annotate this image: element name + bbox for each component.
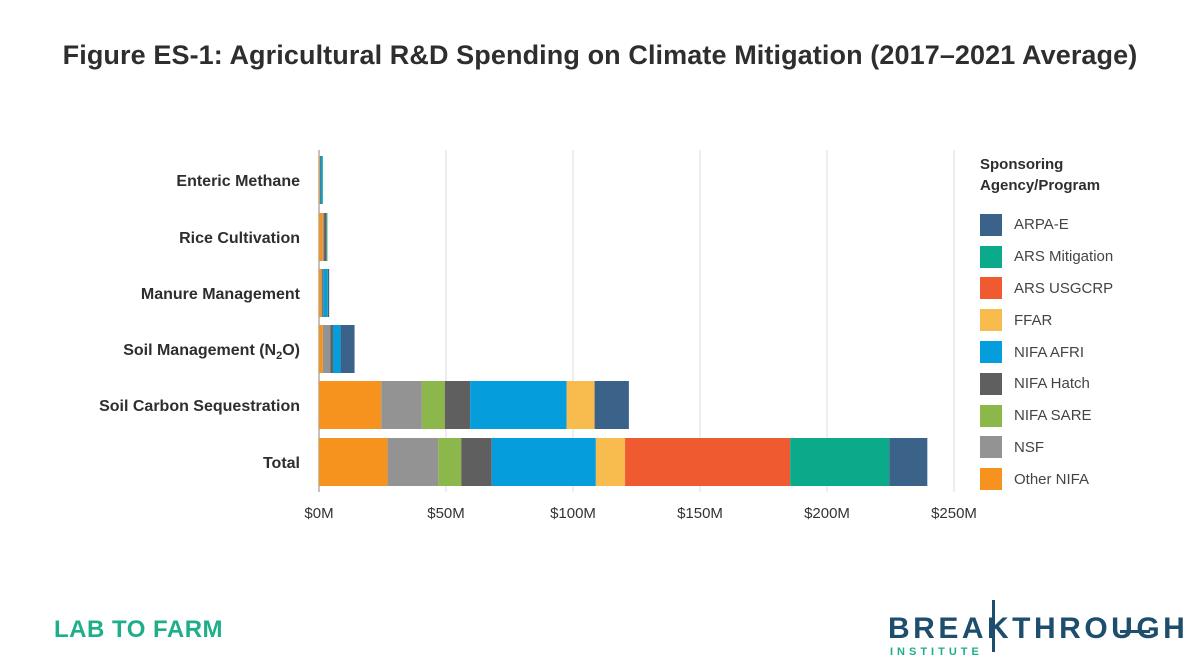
legend-item-nsf: NSF (980, 432, 1113, 464)
legend-label-ars-mitigation: ARS Mitigation (1014, 248, 1114, 266)
legend-swatch-ars-mitigation (980, 245, 1002, 268)
bar-enteric-methane-nifa-hatch (320, 156, 322, 204)
bar-manure-management-other-nifa (319, 269, 322, 317)
bar-soil-management-n2o-arpa-e (340, 325, 355, 373)
bar-soil-carbon-sequestration-nifa-afri (470, 381, 567, 429)
bar-total-arpa-e (889, 438, 928, 486)
bar-total-nifa-sare (438, 438, 462, 486)
bar-soil-carbon-sequestration-nsf (381, 381, 422, 429)
logo-subtext: INSTITUTE (890, 646, 983, 658)
x-tick-label-150m: $150M (677, 505, 723, 522)
bar-enteric-methane-ars-mitigation (322, 156, 323, 204)
bar-manure-management-arpa-e (327, 269, 330, 317)
bar-rice-cultivation-other-nifa (319, 213, 323, 261)
legend-item-nifa-hatch: NIFA Hatch (980, 368, 1113, 400)
breakthrough-institute-logo: BREAKTHROUGH INSTITUTE (884, 596, 1185, 660)
legend-title: Sponsoring Agency/Program (980, 156, 1101, 194)
bar-soil-management-n2o-other-nifa (319, 325, 323, 373)
legend-item-ars-usgcrp: ARS USGCRP (980, 273, 1113, 305)
legend-swatch-nsf (980, 436, 1002, 459)
x-axis-ticks: $0M $50M $100M $150M $200M $250M (304, 505, 977, 522)
bar-manure-management-nsf (321, 269, 323, 317)
legend-item-ffar: FFAR (980, 304, 1113, 336)
x-tick-label-50m: $50M (427, 505, 465, 522)
bar-total-ars-mitigation (790, 438, 890, 486)
legend-swatch-nifa-hatch (980, 372, 1002, 395)
legend-item-nifa-sare: NIFA SARE (980, 400, 1113, 432)
bar-rice-cultivation-nifa-afri (326, 213, 328, 261)
legend-item-other-nifa: Other NIFA (980, 463, 1113, 495)
bar-rice-cultivation-nsf (322, 213, 325, 261)
legend-label-nifa-afri: NIFA AFRI (1014, 343, 1085, 361)
legend-label-ffar: FFAR (1014, 311, 1053, 329)
legend-label-nsf: NSF (1014, 438, 1044, 456)
category-label-enteric-methane: Enteric Methane (176, 173, 300, 190)
bar-rice-cultivation-ffar (327, 213, 328, 261)
bar-soil-carbon-sequestration-arpa-e (594, 381, 629, 429)
legend: ARPA-E ARS Mitigation ARS USGCRP FFAR NIFA A… (980, 209, 1113, 495)
legend-swatch-nifa-afri (980, 341, 1002, 364)
bar-manure-management-nifa-afri (323, 269, 328, 317)
bar-total-nifa-hatch (461, 438, 492, 486)
x-tick-label-0m: $0M (304, 505, 333, 522)
bar-rice-cultivation-nifa-hatch (324, 213, 327, 261)
bar-soil-carbon-sequestration-ffar (566, 381, 595, 429)
legend-swatch-ffar (980, 309, 1002, 332)
bar-enteric-methane-other-nifa (319, 156, 320, 204)
bar-soil-management-n2o-nifa-afri (332, 325, 341, 373)
chart-title: Figure ES-1: Agricultural R&D Spending o… (62, 40, 1138, 70)
bar-total-other-nifa (319, 438, 388, 486)
legend-swatch-nifa-sare (980, 404, 1002, 427)
legend-label-ars-usgcrp: ARS USGCRP (1014, 279, 1114, 297)
bar-soil-carbon-sequestration-nifa-sare (421, 381, 445, 429)
bar-enteric-methane-nifa-afri (320, 156, 323, 204)
logo-top-rule (992, 600, 995, 652)
x-tick-label-200m: $200M (804, 505, 850, 522)
bars (319, 156, 928, 486)
legend-label-nifa-sare: NIFA SARE (1014, 407, 1092, 425)
lab-to-farm-label: LAB TO FARM (54, 616, 224, 643)
legend-label-other-nifa: Other NIFA (1014, 470, 1090, 488)
bar-soil-carbon-sequestration-nifa-hatch (444, 381, 471, 429)
bar-soil-management-n2o-nifa-hatch (330, 325, 333, 373)
legend-item-arpa-e: ARPA-E (980, 209, 1113, 241)
category-label-rice-cultivation: Rice Cultivation (179, 230, 300, 247)
x-tick-label-100m: $100M (550, 505, 596, 522)
category-label-total: Total (263, 455, 300, 472)
category-label-soil-carbon-sequestration: Soil Carbon Sequestration (99, 398, 300, 415)
legend-swatch-arpa-e (980, 213, 1002, 236)
legend-label-arpa-e: ARPA-E (1014, 216, 1069, 234)
bar-soil-carbon-sequestration-other-nifa (319, 381, 382, 429)
category-label-manure-management: Manure Management (141, 286, 301, 303)
bar-manure-management-nifa-hatch (322, 269, 324, 317)
bar-enteric-methane-nsf (319, 156, 321, 204)
legend-item-ars-mitigation: ARS Mitigation (980, 241, 1113, 273)
x-tick-label-250m: $250M (931, 505, 977, 522)
bar-soil-management-n2o-nsf (322, 325, 331, 373)
bar-total-nsf (387, 438, 439, 486)
bar-total-ars-usgcrp (625, 438, 791, 486)
category-label-soil-management-n2o: Soil Management (N2O) (123, 342, 300, 362)
legend-label-nifa-hatch: NIFA Hatch (1014, 375, 1090, 393)
bar-manure-management-ars-mitigation (327, 269, 328, 317)
bar-total-nifa-afri (491, 438, 596, 486)
legend-swatch-other-nifa (980, 468, 1002, 491)
logo-text: BREAKTHROUGH (888, 612, 1189, 645)
logo-side-rule (1120, 630, 1150, 633)
category-labels: Enteric Methane Rice Cultivation Manure Ma… (99, 173, 301, 472)
bar-total-ffar (595, 438, 626, 486)
gridlines (318, 150, 955, 492)
legend-swatch-ars-usgcrp (980, 277, 1002, 300)
legend-item-nifa-afri: NIFA AFRI (980, 336, 1113, 368)
